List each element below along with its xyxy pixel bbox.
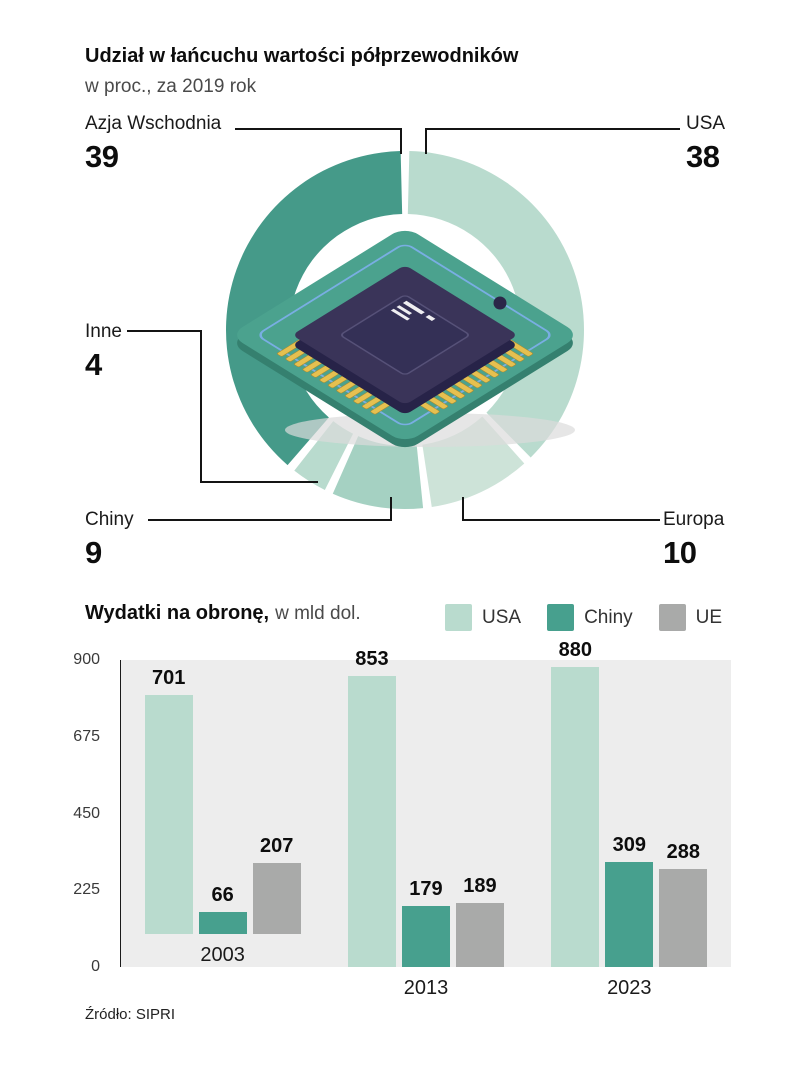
source-note: Źródło: SIPRI — [85, 1006, 176, 1023]
bar-legend: USA Chiny UE — [445, 604, 722, 631]
bar-group-2003: 701 66 207 2003 — [121, 660, 324, 967]
leader-line-europa-h — [462, 519, 660, 521]
bar-wrap-ue-2023: 288 — [659, 840, 708, 967]
donut-segment-usa — [407, 151, 585, 458]
bar-wrap-chiny-2023: 309 — [605, 833, 654, 967]
bar-wrap-usa-2013: 853 — [347, 648, 396, 967]
callout-label: Europa — [663, 509, 725, 530]
callout-value: 9 — [85, 535, 102, 570]
y-tick-675: 675 — [73, 727, 100, 745]
donut-subtitle: w proc., za 2019 rok — [85, 76, 257, 97]
chip-marks — [390, 300, 436, 321]
bar-usa-2023 — [551, 666, 600, 967]
callout-europa: Europa 10 — [663, 508, 724, 571]
bar-chiny-2023 — [605, 861, 654, 967]
leader-line-inne-h1 — [127, 330, 202, 332]
legend-label-ue: UE — [695, 606, 723, 628]
callout-value: 10 — [663, 535, 697, 570]
category-label-2003: 2003 — [200, 944, 245, 966]
callout-chiny: Chiny 9 — [85, 508, 134, 571]
legend-swatch-ue — [658, 604, 686, 631]
bar-wrap-usa-2023: 880 — [551, 638, 600, 967]
bar-value-label: 701 — [151, 666, 186, 689]
bar-wrap-chiny-2003: 66 — [198, 883, 247, 934]
leader-line-europa-v — [462, 497, 464, 521]
legend-swatch-chiny — [547, 604, 575, 631]
callout-value: 39 — [85, 139, 119, 174]
legend-label-usa: USA — [482, 606, 522, 628]
bar-value-label: 207 — [259, 835, 294, 858]
donut-segment-azja-wschodnia — [226, 151, 403, 466]
chip-pin1-dot — [493, 296, 507, 310]
bar-value-label: 309 — [612, 833, 646, 856]
bar-ue-2013 — [455, 902, 504, 967]
callout-inne: Inne 4 — [85, 320, 122, 383]
bar-chart-title: Wydatki na obronę, w mld dol. — [85, 602, 361, 625]
bar-value-label: 853 — [355, 648, 389, 670]
y-tick-0: 0 — [91, 958, 100, 975]
callout-label: USA — [686, 113, 726, 134]
leader-line-inne-v — [200, 330, 202, 483]
callout-label: Chiny — [85, 509, 134, 530]
bar-value-label: 179 — [409, 877, 443, 900]
donut-segment-chiny — [332, 436, 424, 509]
callout-azja-wschodnia: Azja Wschodnia 39 — [85, 112, 221, 175]
legend-item-chiny: Chiny — [547, 604, 633, 631]
bar-wrap-ue-2013: 189 — [455, 874, 504, 967]
leader-line-inne-h2 — [200, 481, 318, 483]
bars-row: 880 309 288 — [551, 639, 708, 967]
leader-line-usa-v — [425, 128, 427, 154]
microchip-illustration — [237, 230, 575, 448]
legend-swatch-usa — [445, 604, 472, 631]
bar-wrap-chiny-2013: 179 — [401, 877, 450, 967]
bar-ue-2003 — [252, 863, 301, 934]
callout-label: Azja Wschodnia — [85, 113, 222, 134]
bars-row: 853 179 189 — [347, 648, 504, 967]
bar-value-label: 288 — [666, 840, 700, 863]
bar-chiny-2003 — [198, 911, 247, 934]
callout-value: 4 — [85, 347, 102, 382]
callout-value: 38 — [686, 139, 720, 174]
bar-chart-unit: w mld dol. — [275, 603, 361, 624]
y-tick-900: 900 — [73, 651, 100, 668]
y-axis: 0 225 450 675 900 — [0, 651, 110, 975]
bar-wrap-ue-2003: 207 — [252, 835, 301, 934]
category-label-2013: 2013 — [403, 977, 449, 999]
donut-title: Udział w łańcuchu wartości półprzewodnik… — [85, 45, 519, 67]
bar-chart-title-bold: Wydatki na obronę, — [85, 602, 270, 624]
chip-board-trace — [259, 244, 551, 426]
bar-chiny-2013 — [401, 905, 450, 967]
bar-group-2023: 880 309 288 2023 — [528, 639, 731, 999]
leader-line-usa-h — [425, 128, 680, 130]
leader-line-azja-h — [235, 128, 402, 130]
bar-ue-2023 — [659, 868, 708, 967]
bar-plot-area: 701 66 207 2003 853 179 189 2013 880 309 288 2023 — [120, 639, 731, 999]
bar-usa-2013 — [347, 676, 396, 967]
callout-label: Inne — [85, 321, 122, 342]
leader-line-chiny-h — [148, 519, 392, 521]
y-tick-225: 225 — [73, 881, 100, 899]
bar-group-2013: 853 179 189 2013 — [324, 648, 527, 999]
bar-value-label: 189 — [463, 874, 497, 897]
leader-line-chiny-v — [390, 497, 392, 521]
legend-label-chiny: Chiny — [584, 606, 633, 628]
leader-line-azja-v — [400, 128, 402, 154]
bar-usa-2003 — [144, 694, 193, 934]
bar-value-label: 880 — [558, 638, 592, 661]
category-label-2023: 2023 — [607, 977, 652, 999]
legend-item-ue: UE — [658, 604, 723, 631]
bar-groups: 701 66 207 2003 853 179 189 2013 880 309 288 2023 — [121, 639, 731, 999]
callout-usa: USA 38 — [686, 112, 725, 175]
legend-item-usa: USA — [445, 604, 521, 631]
chip-body-inset — [341, 295, 469, 375]
y-tick-450: 450 — [73, 804, 100, 822]
bars-row: 701 66 207 — [144, 660, 301, 934]
bar-wrap-usa-2003: 701 — [144, 666, 193, 934]
bar-value-label: 66 — [211, 883, 234, 906]
